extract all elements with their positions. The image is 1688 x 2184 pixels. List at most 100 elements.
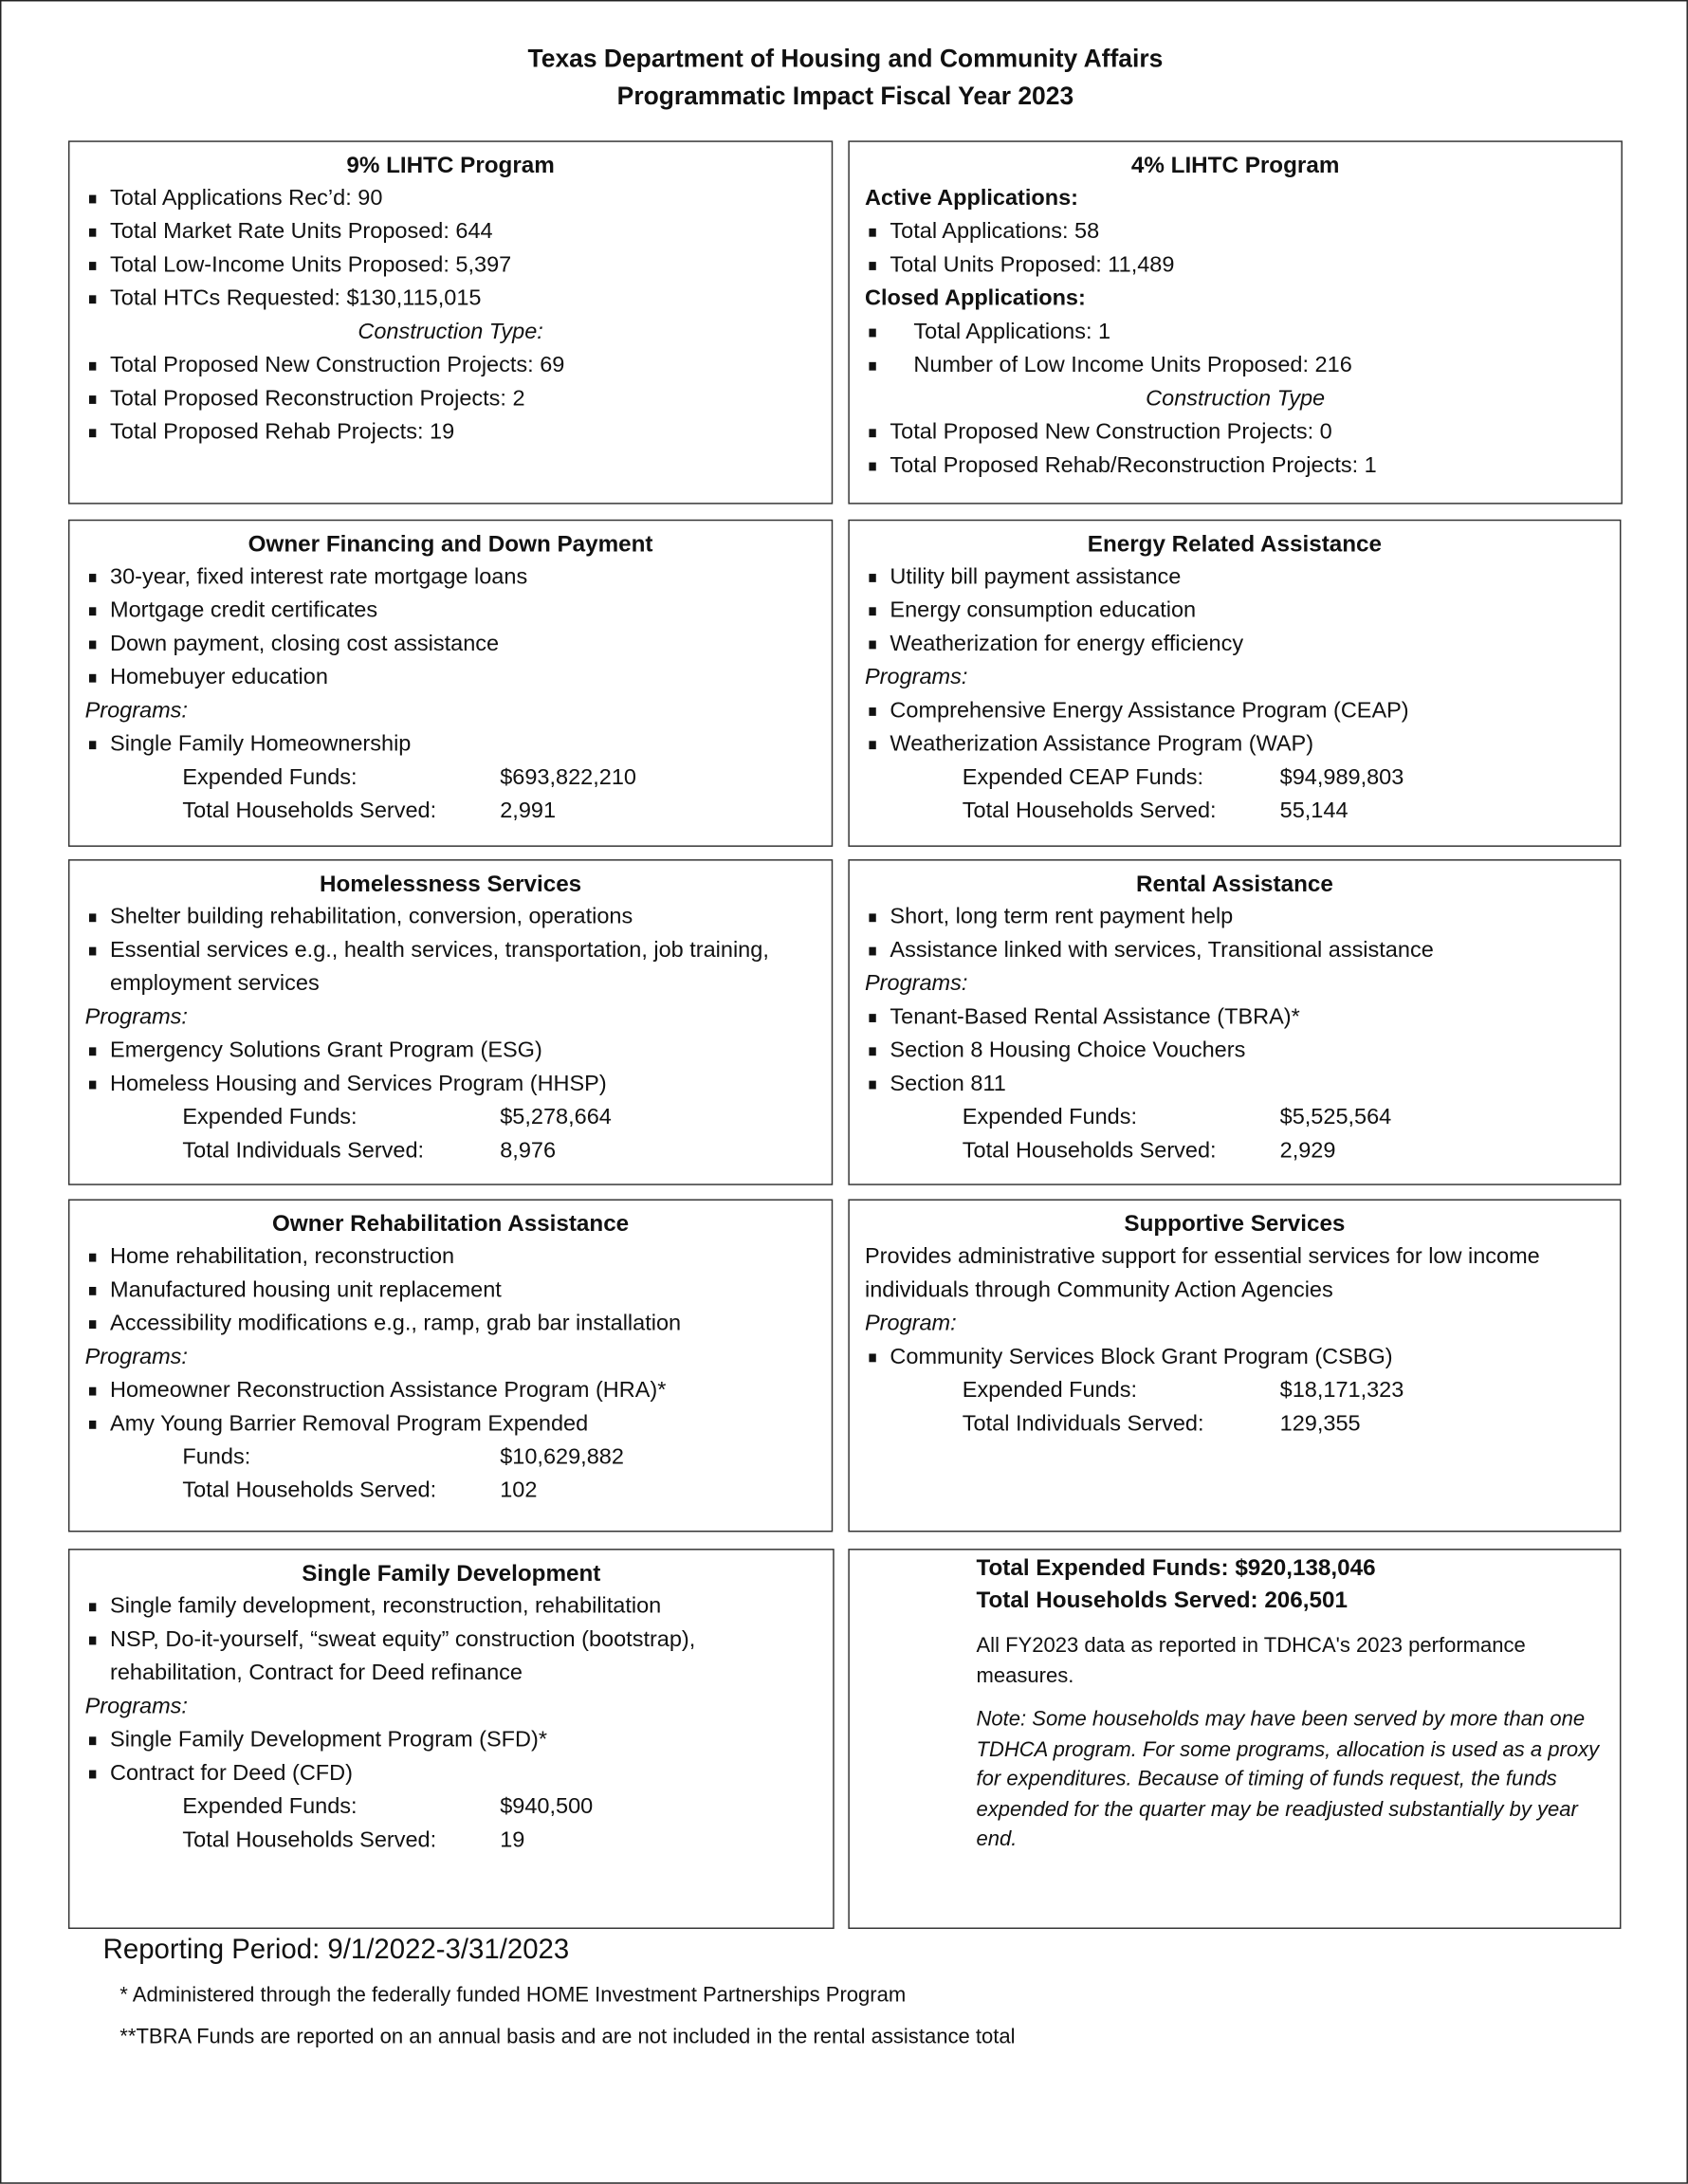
stat-label: Total Households Served:: [962, 798, 1217, 823]
bullet-item: Total Proposed Rehab/Reconstruction Proj…: [865, 450, 1605, 483]
stat-row: Expended CEAP Funds: $94,989,803: [865, 762, 1605, 795]
stat-value: $940,500: [500, 1795, 594, 1819]
section-title: Owner Financing and Down Payment: [248, 532, 653, 558]
stat-label: Total Individuals Served:: [962, 1412, 1204, 1437]
stat-row: Total Households Served: 2,929: [865, 1135, 1605, 1168]
section-panel: Total Expended Funds: $920,138,046 Total …: [848, 1549, 1622, 1930]
bullet-item: Total Applications Rec’d: 90: [85, 182, 816, 215]
section-panel: Single Family Development Single family d…: [67, 1549, 835, 1930]
section-title: Rental Assistance: [1135, 872, 1333, 897]
bullet-item: Section 8 Housing Choice Vouchers: [865, 1035, 1605, 1068]
stat-row: Total Individuals Served: 129,355: [865, 1408, 1605, 1441]
stat-label: Expended Funds:: [182, 1795, 358, 1819]
bullet-item: Energy consumption education: [865, 595, 1605, 628]
text-line: Provides administrative support for esse…: [865, 1244, 1540, 1303]
section-panel: Homelessness Services Shelter building re…: [67, 859, 834, 1185]
text-line: Programs:: [84, 1695, 188, 1719]
bullet-item: Total Low-Income Units Proposed: 5,397: [85, 249, 816, 283]
text-line: Programs:: [84, 1005, 188, 1030]
section-title: Homelessness Services: [319, 872, 582, 897]
stat-label: Total Households Served:: [182, 1478, 437, 1503]
bullet-item: Total Proposed Rehab Projects: 19: [85, 416, 816, 450]
bullet-item: Home rehabilitation, reconstruction: [85, 1241, 816, 1275]
stat-label: Expended CEAP Funds:: [962, 765, 1204, 790]
text-line: Construction Type:: [358, 320, 543, 344]
footnote-home: * Administered through the federally fun…: [119, 1983, 907, 2008]
stat-label: Funds:: [182, 1445, 251, 1470]
section-title: Single Family Development: [302, 1561, 601, 1587]
bullet-item: Section 811: [865, 1068, 1605, 1101]
text-line: Construction Type: [1146, 387, 1326, 412]
bullet-item: Homebuyer education: [85, 662, 816, 695]
bullet-item: Single Family Homeownership: [85, 728, 816, 762]
stat-row: Expended Funds: $693,822,210: [85, 762, 816, 795]
text-line: Programs:: [865, 665, 968, 689]
text-line: Programs:: [84, 699, 188, 724]
section-panel: Rental Assistance Short, long term rent p…: [848, 859, 1622, 1185]
stat-label: Expended Funds:: [182, 1106, 358, 1130]
title-line-1: Texas Department of Housing and Communit…: [527, 44, 1164, 73]
stat-label: Total Households Served:: [182, 1828, 437, 1853]
bullet-item: Accessibility modifications e.g., ramp, …: [85, 1308, 816, 1341]
bullet-item: Total Units Proposed: 11,489: [865, 249, 1605, 283]
stat-label: Total Households Served:: [182, 798, 437, 823]
text-line: Active Applications:: [865, 186, 1079, 211]
section-title: 4% LIHTC Program: [1130, 153, 1340, 178]
section-panel: Energy Related Assistance Utility bill pa…: [848, 519, 1622, 847]
bullet-item: Total Proposed New Construction Projects…: [85, 350, 816, 383]
bullet-item: Homeless Housing and Services Program (H…: [85, 1068, 816, 1101]
stat-value: 19: [500, 1828, 525, 1853]
stat-value: $18,171,323: [1279, 1378, 1404, 1403]
stat-row: Total Households Served: 102: [85, 1475, 816, 1508]
bullet-item: Down payment, closing cost assistance: [85, 628, 816, 661]
stat-value: $693,822,210: [500, 765, 636, 790]
bullet-item: Contract for Deed (CFD): [85, 1757, 817, 1790]
section-panel: Owner Rehabilitation Assistance Home reha…: [67, 1199, 834, 1532]
stat-label: Expended Funds:: [182, 765, 358, 790]
stat-row: Total Individuals Served: 8,976: [85, 1135, 816, 1168]
bullet-item: Weatherization Assistance Program (WAP): [865, 728, 1605, 762]
stat-row: Expended Funds: $18,171,323: [865, 1375, 1605, 1408]
stat-value: 102: [500, 1478, 538, 1503]
stat-row: Funds: $10,629,882: [85, 1441, 816, 1475]
bullet-item: Total HTCs Requested: $130,115,015: [85, 283, 816, 316]
stat-label: Total Individuals Served:: [182, 1139, 425, 1164]
stat-label: Total Households Served:: [962, 1139, 1217, 1164]
section-title: Supportive Services: [1124, 1211, 1346, 1238]
section-panel: Owner Financing and Down Payment 30-year,…: [67, 519, 834, 847]
bullet-item: Total Expended Funds: $920,138,046: [976, 1555, 1376, 1581]
bullet-item: Comprehensive Energy Assistance Program …: [865, 695, 1605, 728]
stat-value: 55,144: [1279, 798, 1349, 823]
section-title: Owner Rehabilitation Assistance: [272, 1211, 630, 1238]
section-panel: 4% LIHTC Program Active Applications: Tota…: [848, 140, 1623, 505]
bullet-item: Weatherization for energy efficiency: [865, 628, 1605, 661]
stat-row: Total Households Served: 19: [85, 1825, 817, 1858]
reporting-period: Reporting Period: 9/1/2022-3/31/2023: [102, 1934, 570, 1966]
bullet-item: Total Applications: 1: [865, 316, 1605, 349]
page-title: Texas Department of Housing and Communit…: [1, 41, 1688, 116]
title-line-2: Programmatic Impact Fiscal Year 2023: [616, 82, 1074, 111]
bullet-item: Single family development, reconstructio…: [85, 1590, 817, 1624]
bullet-item: 30-year, fixed interest rate mortgage lo…: [85, 561, 816, 595]
text-line: Programs:: [865, 972, 968, 997]
stat-value: $5,278,664: [500, 1106, 612, 1130]
stat-value: $94,989,803: [1279, 765, 1404, 790]
stat-value: 129,355: [1279, 1412, 1361, 1437]
bullet-item: Emergency Solutions Grant Program (ESG): [85, 1035, 816, 1068]
stat-value: 2,929: [1279, 1139, 1336, 1164]
bullet-item: Total Proposed New Construction Projects…: [865, 416, 1605, 450]
stat-row: Total Households Served: 2,991: [85, 796, 816, 829]
stat-row: Expended Funds: $5,278,664: [85, 1102, 816, 1135]
stat-row: Total Households Served: 55,144: [865, 796, 1605, 829]
bullet-item: Total Applications: 58: [865, 216, 1605, 249]
stat-value: 2,991: [500, 798, 557, 823]
bullet-item: Mortgage credit certificates: [85, 595, 816, 628]
bullet-item: Total Proposed Reconstruction Projects: …: [85, 383, 816, 416]
bullet-item: Short, long term rent payment help: [865, 901, 1605, 934]
spacer: [865, 1691, 1605, 1705]
bullet-item: Amy Young Barrier Removal Program Expend…: [85, 1408, 816, 1441]
stat-value: 8,976: [500, 1139, 557, 1164]
text-line: Program:: [865, 1312, 957, 1336]
section-panel: Supportive Services Provides administrati…: [848, 1199, 1622, 1532]
